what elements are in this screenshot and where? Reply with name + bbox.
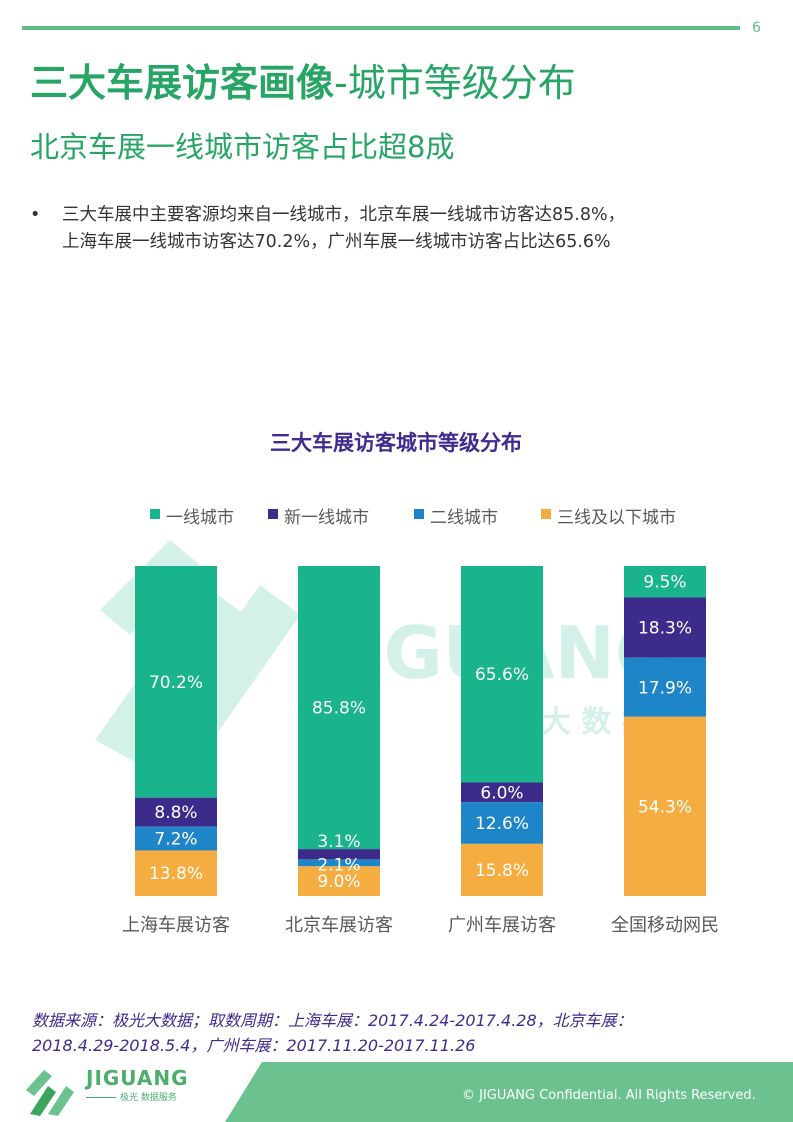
category-label-2: 北京车展访客 — [285, 915, 393, 936]
page-number: 6 — [752, 20, 761, 36]
bar-segment-4-3 — [624, 657, 706, 717]
data-label-1-4: 13.8% — [149, 864, 203, 884]
legend-swatch-4 — [541, 509, 551, 519]
data-source-line-2: 2018.4.29-2018.5.4，广州车展：2017.11.20-2017.… — [32, 1036, 476, 1055]
data-label-2-2: 3.1% — [317, 832, 360, 852]
bar-segment-3-1 — [461, 566, 543, 783]
bar-segment-4-4 — [624, 716, 706, 896]
bar-segment-2-3 — [298, 859, 380, 867]
data-label-4-1: 9.5% — [643, 573, 686, 593]
legend-label-3: 二线城市 — [430, 508, 498, 528]
data-label-1-2: 8.8% — [154, 803, 197, 823]
bar-segment-1-1 — [135, 566, 217, 798]
data-label-2-4: 9.0% — [317, 872, 360, 892]
data-label-4-2: 18.3% — [638, 619, 692, 639]
bar-segment-4-2 — [624, 597, 706, 658]
data-label-4-4: 54.3% — [638, 797, 692, 817]
bar-segment-1-3 — [135, 826, 217, 851]
legend-label-1: 一线城市 — [166, 508, 234, 528]
category-label-3: 广州车展访客 — [448, 915, 556, 936]
footer-logo-subtext-label: 极光 数据服务 — [120, 1093, 177, 1103]
bar-segment-3-3 — [461, 802, 543, 844]
bullet-line-1: 三大车展中主要客源均来自一线城市，北京车展一线城市访客达85.8%， — [62, 205, 626, 225]
data-source-line-1: 数据来源：极光大数据；取数周期：上海车展：2017.4.24-2017.4.28… — [32, 1011, 633, 1030]
bar-segment-1-2 — [135, 797, 217, 827]
footer-green-band — [225, 1062, 793, 1122]
bar-segment-3-2 — [461, 782, 543, 803]
data-label-1-3: 7.2% — [154, 830, 197, 850]
category-label-1: 上海车展访客 — [122, 915, 230, 936]
footer-band — [26, 1062, 793, 1122]
bullet-symbol: • — [30, 205, 41, 225]
legend-label-4: 三线及以下城市 — [557, 508, 676, 528]
data-label-4-3: 17.9% — [638, 678, 692, 698]
bar-segment-4-1 — [624, 566, 706, 598]
legend-swatch-3 — [414, 509, 424, 519]
data-label-3-2: 6.0% — [480, 783, 523, 803]
category-label-4: 全国移动网民 — [611, 915, 719, 936]
bar-segment-2-2 — [298, 849, 380, 860]
page-title-suffix: -城市等级分布 — [334, 61, 576, 105]
bar-segment-1-4 — [135, 850, 217, 896]
data-source-note: 数据来源：极光大数据；取数周期：上海车展：2017.4.24-2017.4.28… — [32, 1008, 633, 1058]
page-subtitle: 北京车展一线城市访客占比超8成 — [30, 130, 455, 164]
bar-segment-3-4 — [461, 843, 543, 896]
footer-logo-subtext: 极光 数据服务 — [86, 1090, 177, 1103]
legend-swatch-2 — [268, 509, 278, 519]
data-label-2-1: 85.8% — [312, 699, 366, 719]
page-title-main: 三大车展访客画像 — [30, 61, 335, 105]
data-label-1-1: 70.2% — [149, 673, 203, 693]
bullet-line-2: 上海车展一线城市访客达70.2%，广州车展一线城市访客占比达65.6% — [62, 232, 611, 252]
legend-label-2: 新一线城市 — [284, 508, 369, 528]
bar-segment-2-4 — [298, 866, 380, 896]
data-label-3-3: 12.6% — [475, 814, 529, 834]
data-label-2-3: 2.1% — [317, 855, 360, 875]
legend-swatch-1 — [150, 509, 160, 519]
jiguang-logo-icon — [26, 1070, 74, 1116]
footer-logo-text: JIGUANG — [86, 1066, 189, 1090]
page-title: 三大车展访客画像-城市等级分布 — [30, 52, 576, 107]
data-label-3-1: 65.6% — [475, 665, 529, 685]
chart-title: 三大车展访客城市等级分布 — [270, 431, 522, 455]
header-rule — [22, 26, 740, 30]
bar-segment-2-1 — [298, 566, 380, 850]
copyright-notice: © JIGUANG Confidential. All Rights Reser… — [462, 1088, 756, 1103]
data-label-3-4: 15.8% — [475, 861, 529, 881]
